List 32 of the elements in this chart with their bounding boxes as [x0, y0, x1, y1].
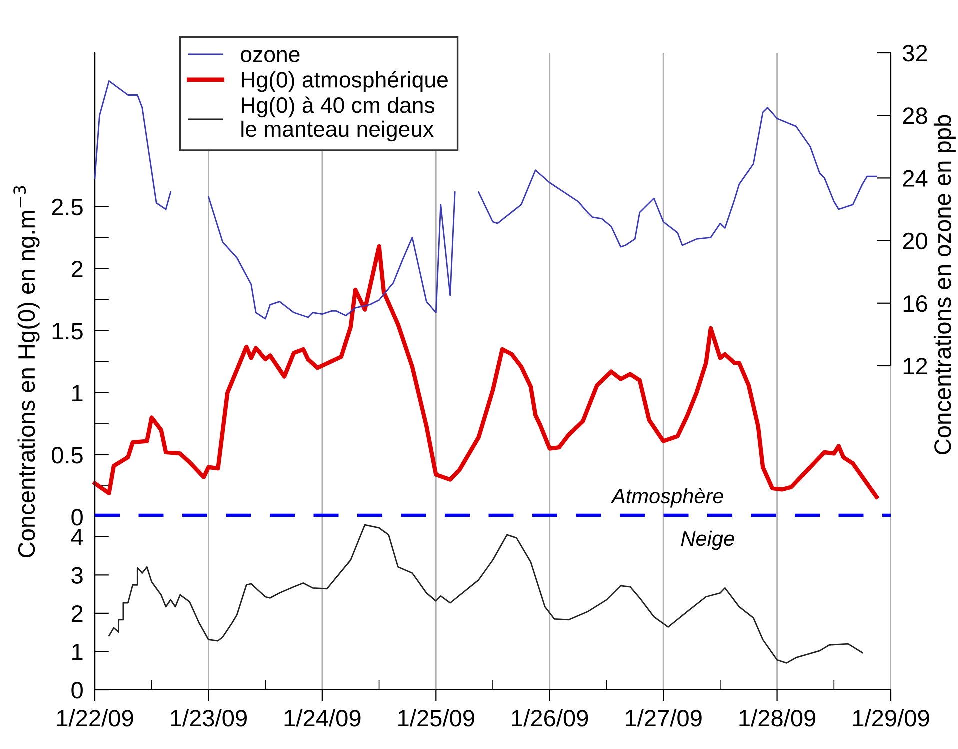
y-tick-label: 0: [72, 682, 83, 699]
y-tick-label: 0: [72, 509, 83, 526]
x-tick-label: 1/23/09: [171, 709, 247, 727]
y2-tick-label: 28: [903, 108, 928, 124]
y2-tick-label: 20: [903, 232, 928, 250]
y-tick-label: 3: [72, 567, 83, 584]
y2-axis-title: Concentrations en ozone en ppb: [934, 115, 956, 454]
x-tick-label: 1/27/09: [626, 709, 702, 727]
y-tick-label: 1.5: [52, 323, 83, 340]
x-tick-label: 1/26/09: [512, 709, 588, 727]
y2-tick-label: 24: [903, 170, 928, 187]
y-tick-label: 2: [72, 606, 83, 622]
y2-tick-label: 16: [904, 295, 928, 312]
y-tick-label: 1: [72, 644, 83, 660]
y2-tick-label: 32: [903, 45, 928, 62]
x-tick-label: 1/25/09: [398, 709, 474, 727]
y-tick-label: 4: [71, 529, 84, 546]
x-tick-label: 1/29/09: [853, 709, 930, 727]
y-tick-label: 1: [72, 385, 83, 402]
y-tick-label: 2.5: [52, 198, 83, 216]
y-axis-title: Concentrations en Hg(0) en ng.m$^{−3}$: [14, 186, 40, 558]
y2-tick-label: 12: [904, 358, 928, 375]
legend-label: Hg(0) à 40 cm dans le manteau neigeux: [242, 96, 435, 142]
annotation: Neige: [681, 530, 734, 550]
y-tick-label: 0.5: [52, 447, 83, 464]
x-tick-label: 1/24/09: [284, 709, 361, 727]
y-tick-label: 2: [72, 260, 83, 278]
legend-label: Hg(0) atmosphérique: [242, 71, 448, 92]
legend-label: ozone: [241, 50, 300, 62]
x-tick-label: 1/28/09: [740, 709, 816, 727]
annotation: Atmosphère: [610, 488, 724, 508]
x-tick-label: 1/22/09: [57, 709, 134, 727]
